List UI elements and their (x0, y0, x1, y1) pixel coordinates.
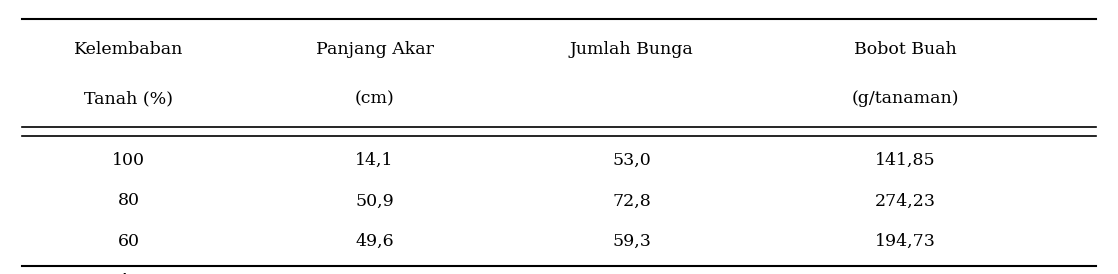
Text: 45,4: 45,4 (356, 273, 394, 274)
Text: Panjang Akar: Panjang Akar (315, 41, 434, 58)
Text: Kelembaban: Kelembaban (74, 41, 183, 58)
Text: 48,3: 48,3 (613, 273, 651, 274)
Text: 194,73: 194,73 (875, 233, 936, 250)
Text: 163,39: 163,39 (875, 273, 936, 274)
Text: (cm): (cm) (354, 90, 395, 107)
Text: 59,3: 59,3 (613, 233, 651, 250)
Text: 49,6: 49,6 (356, 233, 394, 250)
Text: Jumlah Bunga: Jumlah Bunga (570, 41, 693, 58)
Text: 53,0: 53,0 (613, 152, 651, 169)
Text: 60: 60 (117, 233, 140, 250)
Text: 274,23: 274,23 (875, 192, 936, 209)
Text: 80: 80 (117, 192, 140, 209)
Text: 100: 100 (112, 152, 145, 169)
Text: Tanah (%): Tanah (%) (84, 90, 173, 107)
Text: 141,85: 141,85 (875, 152, 936, 169)
Text: Bobot Buah: Bobot Buah (854, 41, 957, 58)
Text: (g/tanaman): (g/tanaman) (852, 90, 959, 107)
Text: 50,9: 50,9 (356, 192, 394, 209)
Text: 40: 40 (117, 273, 140, 274)
Text: 14,1: 14,1 (356, 152, 394, 169)
Text: 72,8: 72,8 (613, 192, 651, 209)
